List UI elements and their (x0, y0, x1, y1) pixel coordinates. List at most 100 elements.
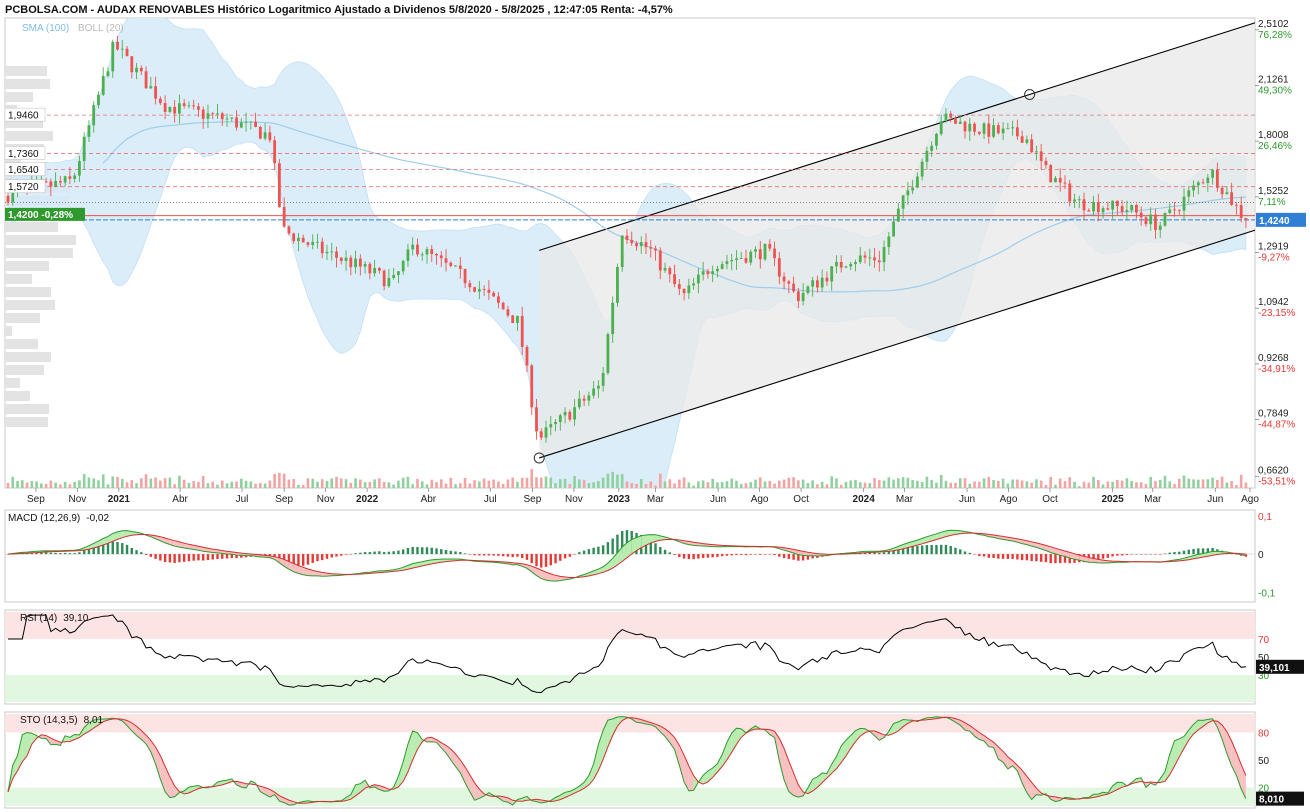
macd-histogram-bar (1059, 554, 1062, 564)
macd-histogram-bar (682, 554, 686, 559)
volume-bar (311, 478, 315, 488)
indicator-fill (1236, 752, 1242, 790)
macd-histogram-bar (606, 542, 610, 555)
rsi-current-tag (1256, 659, 1304, 674)
volume-bar (425, 484, 429, 488)
candle-body (263, 132, 267, 139)
volume-bar (306, 478, 310, 488)
macd-histogram-bar (173, 554, 176, 563)
candle-body (630, 239, 634, 244)
indicator-fill (793, 773, 799, 798)
indicator-fill (279, 557, 285, 567)
indicator-fill (1055, 548, 1061, 556)
volume-bar (154, 477, 157, 488)
indicator-fill (1012, 760, 1018, 771)
candle-body (873, 257, 876, 261)
volume-bar (839, 484, 843, 488)
macd-histogram-bar (401, 549, 405, 555)
volume-bar (478, 481, 481, 488)
candle-body (468, 283, 472, 288)
indicator-fill (588, 763, 594, 785)
macd-histogram-bar (521, 554, 524, 559)
macd-histogram-bar (182, 554, 186, 562)
indicator-fill (88, 543, 94, 550)
macd-histogram-bar (540, 554, 543, 568)
candle-body (525, 346, 529, 366)
candle-body (896, 208, 900, 222)
macd-histogram-bar (478, 554, 481, 556)
candle-body (68, 176, 72, 179)
macd-histogram-bar (582, 550, 586, 555)
price-axis-pct-label: 49,30% (1258, 85, 1292, 96)
macd-histogram-bar (1130, 554, 1133, 555)
volume-bar (797, 480, 800, 488)
volume-bar (716, 482, 719, 488)
sto-current-tag (1256, 791, 1304, 806)
candle-body (1087, 210, 1091, 212)
indicator-fill (826, 764, 832, 779)
chart-title: PCBOLSA.COM - AUDAX RENOVABLES Histórico… (5, 4, 673, 16)
indicator-fill (188, 544, 194, 550)
indicator-fill (612, 717, 618, 736)
volume-bar (873, 478, 876, 488)
volume-bar (182, 479, 186, 488)
volume-bar (1030, 482, 1033, 488)
volume-bar (620, 473, 624, 488)
candle-body (706, 271, 710, 275)
volume-bar (111, 476, 115, 488)
candle-body (973, 123, 976, 132)
indicator-fill (417, 732, 423, 750)
volume-bar (782, 479, 786, 488)
candle-body (1044, 160, 1048, 166)
macd-histogram-bar (592, 547, 595, 555)
indicator-fill (693, 775, 699, 791)
volume-profile-bar (5, 248, 73, 258)
candle-body (787, 281, 791, 284)
indicator-fill (603, 563, 608, 573)
indicator-fill (398, 761, 404, 787)
volume-bar (1197, 479, 1200, 488)
indicator-fill (155, 747, 161, 780)
candle-body (601, 372, 605, 386)
volume-bar (144, 474, 148, 488)
volume-bar (387, 482, 391, 488)
left-level-tag (5, 162, 46, 176)
indicator-fill (1169, 740, 1175, 775)
candle-body (301, 237, 305, 243)
volume-bar (1135, 482, 1138, 488)
indicator-fill (646, 534, 651, 546)
macd-histogram-bar (68, 553, 72, 555)
macd-histogram-bar (154, 554, 157, 559)
indicator-fill (1060, 549, 1065, 557)
macd-histogram-bar (197, 554, 200, 561)
volume-bar (411, 484, 415, 488)
macd-histogram-bar (954, 547, 957, 555)
volume-bar (49, 480, 53, 488)
candle-body (1035, 151, 1038, 153)
candle-body (44, 181, 48, 183)
volume-bar (920, 481, 924, 488)
candle-body (506, 309, 510, 316)
volume-bar (1077, 486, 1081, 488)
candle-body (596, 385, 600, 389)
candle-body (573, 407, 576, 420)
macd-histogram-bar (973, 554, 976, 555)
macd-histogram-bar (1159, 554, 1162, 555)
indicator-fill (546, 572, 551, 581)
volume-bar (430, 479, 434, 488)
candle-body (311, 241, 315, 245)
volume-profile-bar (5, 287, 51, 297)
macd-histogram-bar (1097, 554, 1100, 560)
indicator-fill (650, 534, 656, 544)
indicator-fill (141, 730, 147, 745)
volume-bar (116, 476, 119, 488)
volume-bar (544, 476, 548, 488)
macd-histogram-bar (792, 554, 795, 560)
candle-body (806, 286, 810, 293)
macd-histogram-bar (40, 551, 43, 555)
volume-profile-bar (5, 391, 30, 401)
macd-histogram-bar (911, 546, 914, 555)
volume-bar (1211, 477, 1214, 488)
macd-histogram-bar (1011, 554, 1014, 559)
macd-histogram-bar (292, 554, 295, 568)
